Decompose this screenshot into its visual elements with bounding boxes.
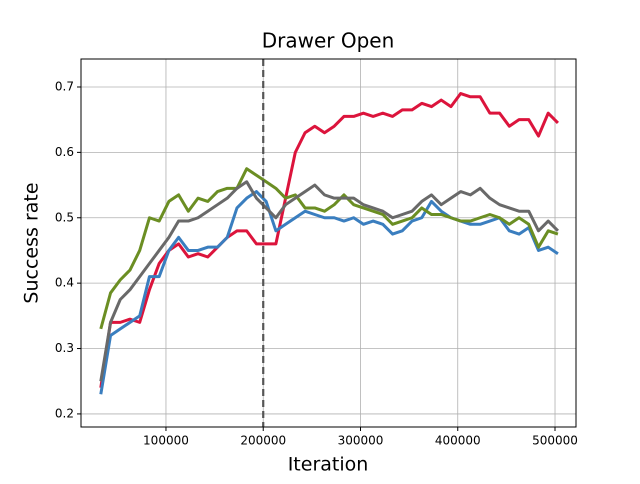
y-tick-label: 0.6 <box>55 145 74 159</box>
series-line <box>99 180 559 382</box>
y-tick-label: 0.3 <box>55 341 74 355</box>
y-tick-label: 0.5 <box>55 210 74 224</box>
plot-frame <box>80 58 577 428</box>
x-tick-label: 500000 <box>532 434 578 448</box>
series-line <box>99 92 559 388</box>
x-tick-label: 100000 <box>143 434 189 448</box>
y-tick-label: 0.2 <box>55 406 74 420</box>
x-tick-label: 400000 <box>435 434 481 448</box>
x-tick-label: 200000 <box>240 434 286 448</box>
y-tick-label: 0.4 <box>55 276 74 290</box>
series-line <box>99 167 559 330</box>
x-axis-label: Iteration <box>288 454 369 476</box>
series-line <box>99 190 559 395</box>
chart-title: Drawer Open <box>262 29 395 53</box>
x-tick-label: 300000 <box>338 434 384 448</box>
y-tick-label: 0.7 <box>55 79 74 93</box>
y-axis-label: Success rate <box>21 182 43 303</box>
